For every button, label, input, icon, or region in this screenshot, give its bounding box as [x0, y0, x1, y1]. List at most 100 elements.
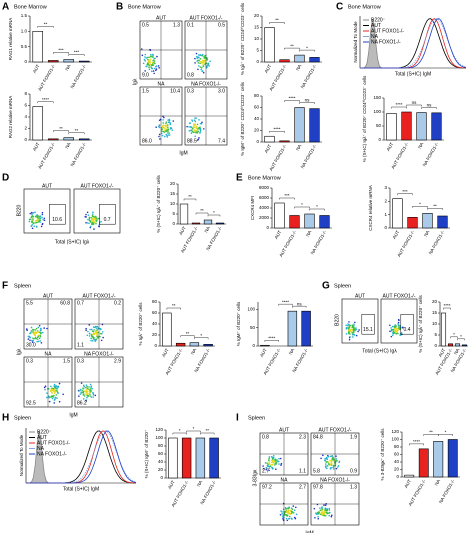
event-dot [148, 66, 150, 69]
event-dot [163, 116, 165, 119]
gate-value: 0.3 [26, 358, 33, 364]
significance-label: *** [402, 189, 408, 194]
event-dot [89, 391, 91, 394]
event-dot [268, 459, 270, 461]
tissue-label: Bone Marrow [128, 4, 161, 10]
significance-bracket [294, 206, 310, 209]
significance-label: ** [172, 303, 176, 308]
event-dot [329, 463, 331, 465]
plot-title: AUT [42, 183, 52, 189]
event-dot [82, 398, 85, 400]
event-dot [287, 512, 289, 515]
gate [400, 314, 414, 335]
event-dot [319, 513, 322, 516]
event-dot [102, 336, 104, 339]
event-dot [53, 402, 56, 404]
bar [279, 140, 290, 143]
event-dot [394, 324, 397, 327]
event-dot [273, 464, 276, 466]
significance-label: *** [58, 48, 64, 53]
event-dot [44, 388, 46, 391]
event-dot [144, 56, 146, 58]
event-dot [32, 328, 34, 331]
event-dot [269, 465, 272, 468]
event-dot [186, 125, 188, 128]
gate-value: 1.3 [173, 22, 180, 28]
event-dot [265, 466, 268, 469]
event-dot [193, 126, 195, 128]
event-dot [79, 389, 82, 391]
event-dot [85, 389, 88, 391]
event-dot [100, 332, 103, 335]
significance-label: * [193, 426, 195, 431]
event-dot [50, 385, 52, 388]
event-dot [93, 218, 95, 221]
event-dot [78, 390, 80, 392]
event-dot [164, 124, 167, 126]
event-dot [99, 328, 102, 331]
y-tick-label: 15 [432, 310, 438, 315]
gate-value: 0.5 [218, 22, 225, 28]
gate-value: 0.1 [187, 22, 194, 28]
event-dot [97, 331, 99, 334]
event-dot [349, 335, 351, 338]
y-tick-label: 6 [24, 103, 27, 108]
gate-value: 1.1 [299, 468, 306, 474]
event-dot [392, 328, 395, 331]
y-tick-label: 0 [266, 225, 269, 230]
event-dot [57, 386, 59, 389]
gate-value: 0.7 [104, 217, 111, 223]
event-dot [101, 331, 104, 333]
event-dot [355, 328, 358, 331]
gate-value: 10.6 [52, 217, 62, 223]
y-axis-label: Igλ [132, 78, 138, 85]
event-dot [322, 512, 324, 515]
event-dot [349, 329, 352, 332]
y-tick-label: 2 [384, 199, 387, 204]
y-tick-label: 0 [256, 139, 259, 144]
event-dot [325, 502, 328, 505]
bar [63, 59, 75, 63]
event-dot [332, 458, 335, 461]
event-dot [168, 118, 171, 121]
plot-title: NA FOXO1-/- [84, 351, 114, 357]
event-dot [95, 327, 98, 329]
event-dot [154, 69, 157, 72]
event-dot [200, 66, 203, 69]
gate-value: 0.5 [142, 22, 149, 28]
significance-label: *** [74, 50, 80, 55]
event-dot [166, 134, 168, 137]
event-dot [37, 340, 40, 343]
event-dot [273, 460, 276, 463]
legend-label: B220⁻ [371, 17, 386, 23]
event-dot [291, 508, 294, 511]
y-tick-label: 0.5 [21, 44, 28, 49]
event-dot [25, 328, 28, 330]
event-dot [324, 507, 327, 509]
event-dot [195, 125, 197, 128]
event-dot [199, 126, 201, 128]
event-dot [47, 395, 50, 397]
event-dot [199, 129, 202, 132]
bar [63, 137, 75, 141]
event-dot [83, 385, 85, 388]
event-dot [85, 327, 87, 330]
event-dot [326, 460, 328, 463]
y-tick-label: 5 [256, 48, 259, 53]
event-dot [200, 54, 202, 57]
event-dot [50, 391, 53, 394]
significance-bracket [207, 214, 221, 217]
event-dot [391, 334, 394, 336]
event-dot [194, 120, 197, 123]
event-dot [95, 330, 98, 333]
y-tick-label: 0 [256, 59, 259, 64]
x-tick-label: NA FOXO1-/- [69, 63, 87, 89]
gate [99, 204, 116, 225]
x-axis-label: IgM [69, 412, 77, 418]
event-dot [168, 134, 171, 136]
bar [215, 222, 225, 225]
bar [422, 213, 433, 229]
event-dot [86, 385, 88, 388]
event-dot [198, 137, 200, 139]
significance-label: **** [42, 97, 49, 102]
